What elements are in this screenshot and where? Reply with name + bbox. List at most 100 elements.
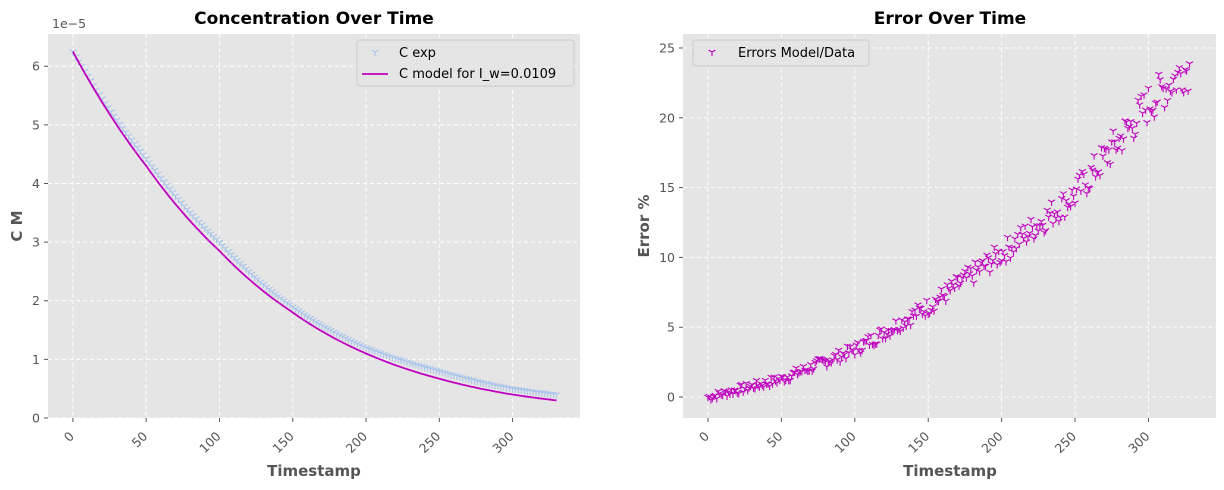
error-point <box>1109 128 1117 135</box>
marker-arm <box>1102 153 1107 157</box>
marker-arm <box>502 385 507 389</box>
y-tick-label: 6 <box>32 59 40 74</box>
marker-arm <box>1148 85 1153 89</box>
error-point <box>906 322 915 330</box>
error-point <box>1041 227 1050 235</box>
marker-arm <box>157 171 162 175</box>
marker-arm <box>1122 119 1127 123</box>
marker-arm <box>1082 168 1087 172</box>
marker-arm <box>1189 61 1194 65</box>
marker-arm <box>1110 161 1115 165</box>
marker-arm <box>121 129 126 133</box>
marker-arm <box>973 280 978 284</box>
marker-arm <box>1168 82 1173 86</box>
marker-arm <box>986 252 991 256</box>
marker-arm <box>189 209 194 213</box>
x-tick-label: 150 <box>269 428 297 456</box>
marker-arm <box>374 49 379 53</box>
marker-arm <box>899 325 904 329</box>
marker-arm <box>309 317 314 321</box>
marker-arm <box>1179 64 1184 68</box>
marker-arm <box>871 341 876 345</box>
marker-arm <box>178 196 183 200</box>
marker-arm <box>813 366 818 370</box>
marker-arm <box>491 382 496 386</box>
marker-arm <box>1074 176 1079 180</box>
marker-arm <box>137 144 142 148</box>
marker-arm <box>1140 92 1145 96</box>
marker-arm <box>84 68 89 72</box>
marker-arm <box>206 231 211 235</box>
marker-arm <box>186 206 191 210</box>
legend-box <box>692 39 870 67</box>
marker-arm <box>447 372 452 375</box>
marker-arm <box>1069 193 1074 197</box>
marker-arm <box>1088 167 1093 171</box>
marker-arm <box>845 356 850 359</box>
marker-arm <box>975 269 980 273</box>
marker-arm <box>142 152 148 156</box>
c-exp-point <box>552 392 561 399</box>
legend-marker-errors <box>708 49 716 56</box>
marker-arm <box>140 148 145 152</box>
marker-arm <box>856 350 861 354</box>
y-tick-label: 0 <box>32 411 40 426</box>
error-point <box>942 298 950 306</box>
marker-arm <box>1180 71 1185 74</box>
marker-arm <box>274 291 279 295</box>
error-point <box>809 366 818 373</box>
marker-arm <box>101 96 106 100</box>
marker-arm <box>1152 100 1157 104</box>
marker-arm <box>849 348 854 352</box>
marker-arm <box>830 352 835 356</box>
error-point <box>912 313 921 321</box>
marker-arm <box>538 389 543 393</box>
marker-arm <box>128 133 133 137</box>
marker-arm <box>1108 139 1113 143</box>
marker-arm <box>209 234 214 238</box>
marker-arm <box>184 203 189 207</box>
marker-arm <box>1015 241 1020 245</box>
error-point <box>1168 90 1176 97</box>
marker-arm <box>1012 245 1017 249</box>
legend: Errors Model/Data <box>692 39 870 67</box>
marker-arm <box>304 312 309 315</box>
marker-arm <box>1006 255 1011 259</box>
error-point <box>967 265 975 273</box>
error-point <box>752 377 761 385</box>
marker-arm <box>717 388 722 392</box>
marker-arm <box>529 389 534 393</box>
marker-arm <box>1114 139 1119 143</box>
marker-arm <box>254 274 259 278</box>
marker-arm <box>225 245 230 249</box>
error-point <box>1027 216 1035 224</box>
y-tick-label: 15 <box>659 180 675 195</box>
marker-arm <box>403 359 408 363</box>
marker-arm <box>535 389 540 393</box>
marker-arm <box>968 273 973 277</box>
marker-arm <box>773 374 778 378</box>
marker-arm <box>207 228 212 232</box>
marker-arm <box>382 352 387 356</box>
marker-arm <box>253 276 258 280</box>
marker-arm <box>1072 186 1077 190</box>
marker-arm <box>110 113 115 117</box>
marker-arm <box>843 343 848 347</box>
marker-arm <box>994 244 999 248</box>
marker-arm <box>444 371 449 375</box>
marker-arm <box>917 305 922 309</box>
marker-arm <box>959 272 964 276</box>
marker-arm <box>256 279 261 283</box>
marker-arm <box>479 380 484 384</box>
marker-arm <box>709 393 714 397</box>
marker-arm <box>805 368 810 372</box>
marker-arm <box>461 375 466 379</box>
marker-arm <box>218 242 223 246</box>
marker-arm <box>423 365 428 369</box>
marker-arm <box>201 225 206 229</box>
marker-arm <box>1157 83 1162 87</box>
marker-arm <box>721 388 726 392</box>
marker-arm <box>1172 87 1177 91</box>
marker-arm <box>1090 164 1095 168</box>
marker-arm <box>148 159 153 163</box>
